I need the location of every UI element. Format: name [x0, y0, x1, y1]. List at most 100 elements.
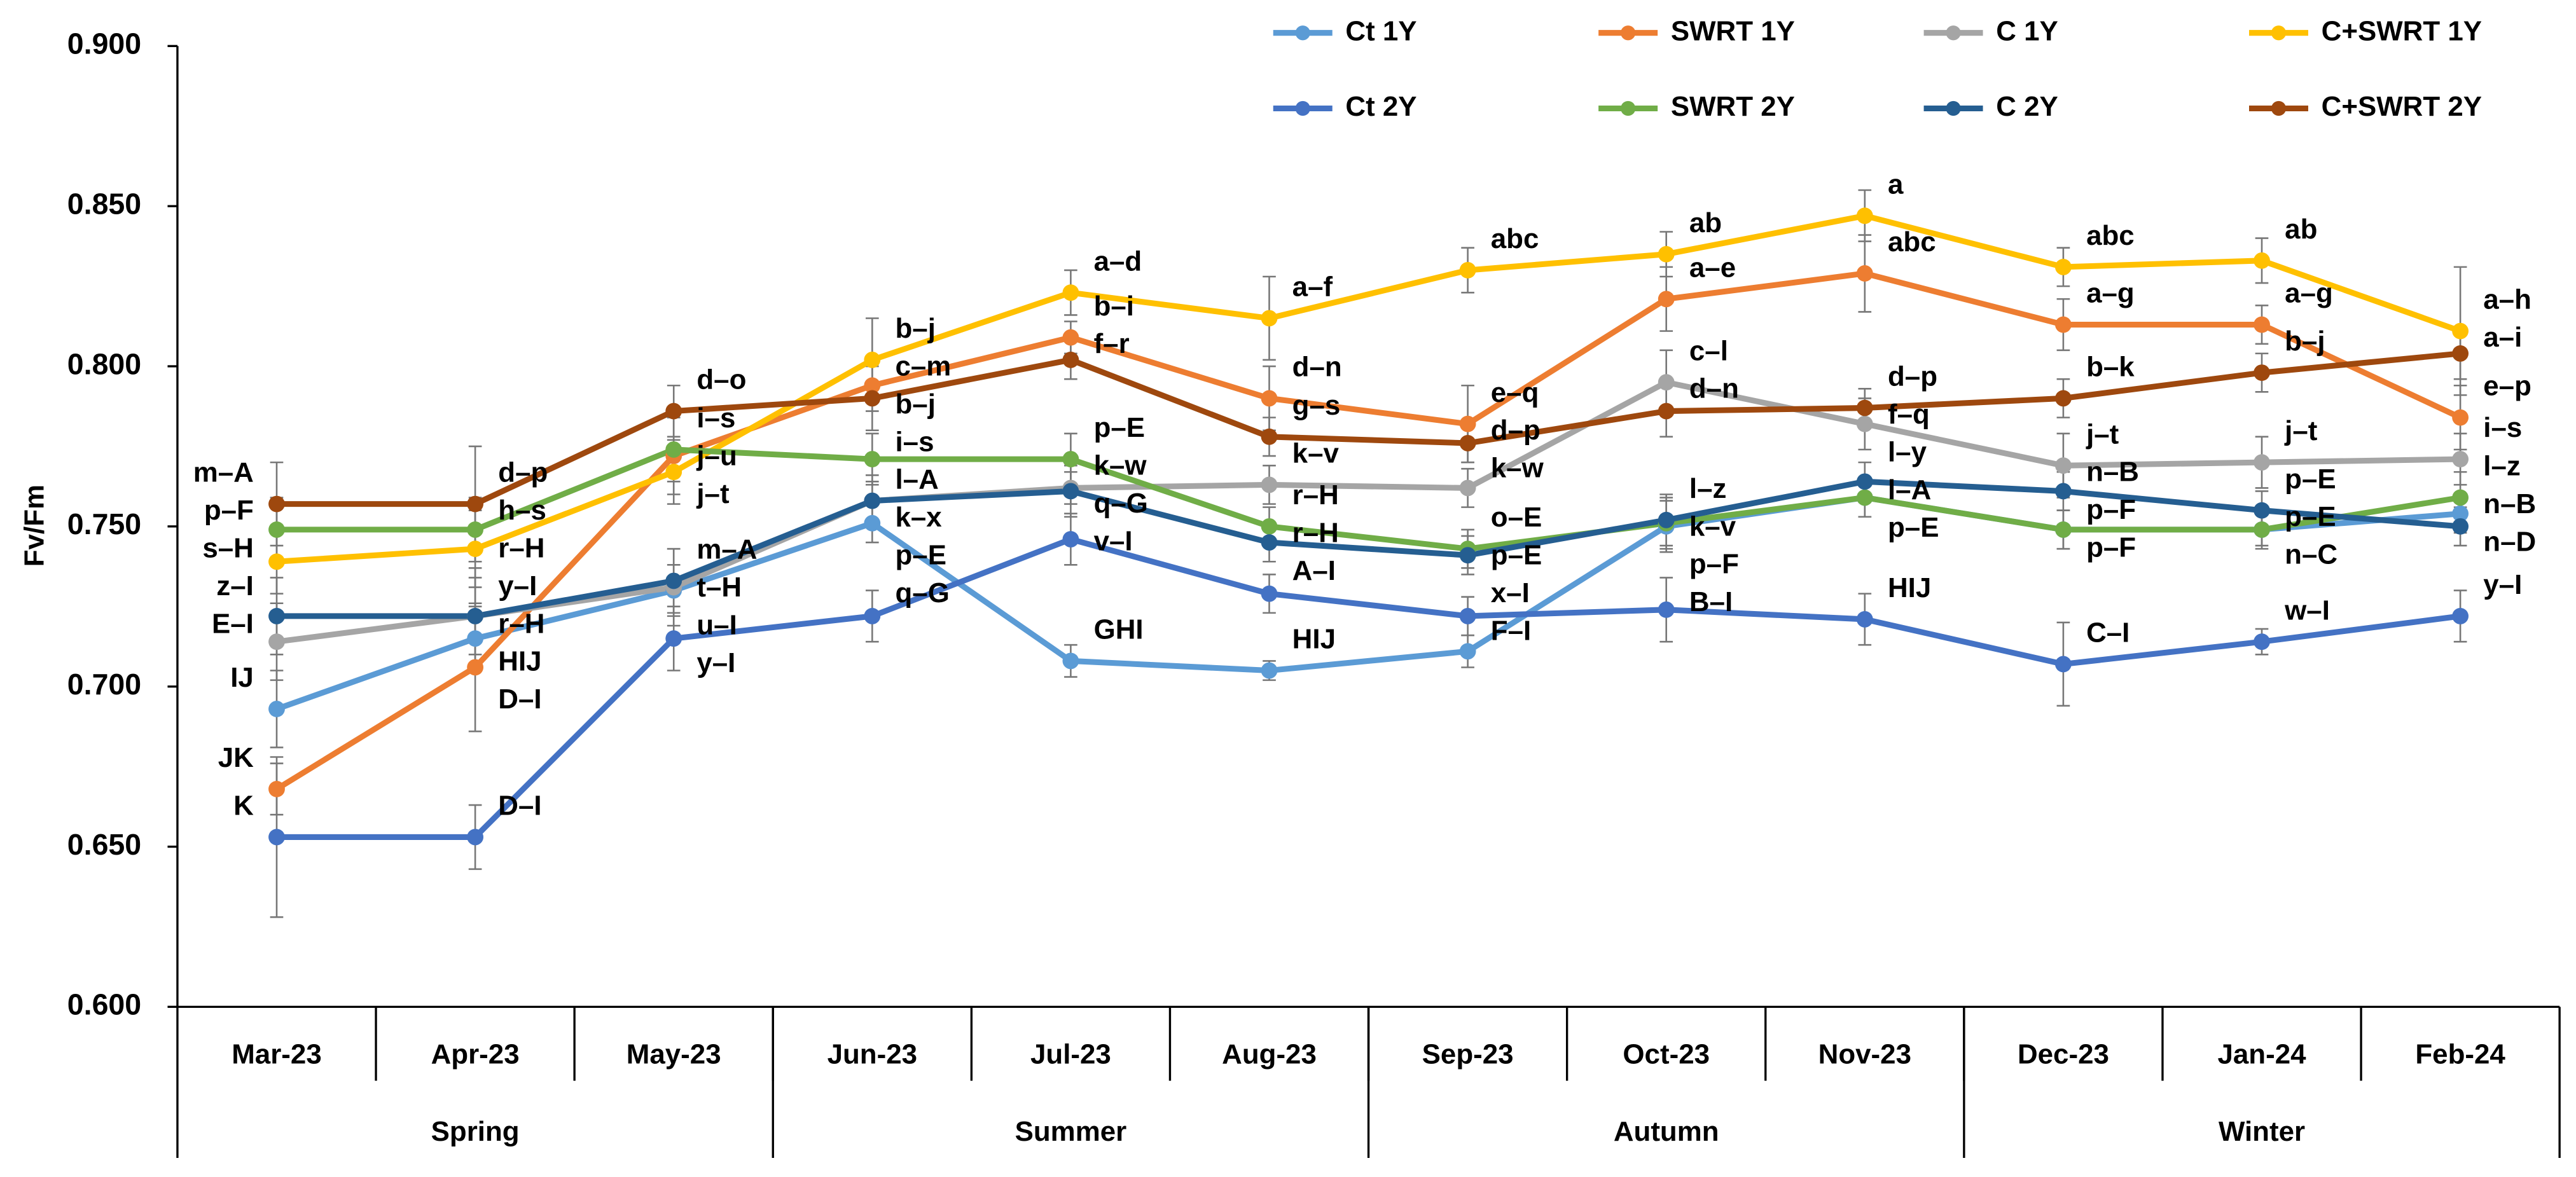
significance-letter: b–j	[895, 313, 935, 344]
significance-letter: b–i	[1094, 291, 1134, 322]
data-point	[665, 441, 682, 458]
significance-letter: l–y	[1888, 436, 1927, 467]
data-point	[2055, 656, 2072, 673]
data-point	[1459, 434, 1476, 451]
x-tick-label: May-23	[627, 1038, 721, 1070]
data-point	[1658, 245, 1675, 263]
data-point	[1261, 534, 1278, 551]
significance-letter: b–j	[895, 389, 935, 420]
data-point	[2055, 390, 2072, 407]
data-point	[2452, 607, 2469, 624]
significance-letter: c–m	[895, 350, 951, 382]
x-tick-label: Jul-23	[1030, 1038, 1111, 1070]
significance-letter: s–H	[202, 533, 254, 564]
data-point	[2254, 502, 2270, 519]
data-point	[1856, 265, 1873, 282]
series-line	[275, 270, 2462, 792]
significance-letter: g–s	[1292, 390, 1341, 421]
significance-letter: p–F	[2086, 494, 2136, 525]
data-point	[1856, 415, 1873, 432]
significance-letter: D–I	[498, 790, 541, 822]
significance-letter: j–u	[696, 440, 737, 471]
legend-label: C+SWRT 1Y	[2322, 15, 2482, 46]
significance-letter: A–I	[1292, 555, 1336, 586]
data-point	[2452, 489, 2469, 506]
significance-letter: p–E	[2285, 501, 2336, 532]
significance-letter: q–G	[895, 577, 949, 609]
significance-letter: r–H	[1292, 517, 1339, 548]
significance-letter: d–p	[1491, 415, 1541, 446]
series-line	[277, 350, 2461, 507]
legend-marker	[1295, 25, 1310, 41]
legend-marker	[2271, 100, 2287, 116]
data-point	[1658, 601, 1675, 618]
data-point	[268, 495, 285, 513]
x-tick-label: Jun-23	[828, 1038, 917, 1070]
significance-letter: B–I	[1689, 586, 1733, 617]
significance-letter: JK	[218, 742, 254, 773]
data-point	[1062, 451, 1079, 468]
significance-letter: E–I	[212, 608, 254, 639]
season-label: Winter	[2219, 1116, 2305, 1147]
significance-letter: a–d	[1094, 245, 1142, 277]
data-point	[268, 553, 285, 570]
season-label: Spring	[431, 1116, 520, 1147]
data-point	[467, 659, 484, 676]
data-point	[467, 495, 484, 513]
data-point	[467, 829, 484, 846]
significance-letter: y–I	[696, 647, 735, 678]
significance-letter: F–I	[1491, 615, 1531, 646]
significance-letter: o–E	[1491, 502, 1542, 533]
data-point	[268, 633, 285, 650]
series-line	[277, 478, 2461, 619]
significance-letter: t–H	[696, 572, 742, 603]
significance-letter: a–g	[2086, 278, 2135, 309]
significance-letter: k–w	[1094, 450, 1147, 481]
series-line	[276, 379, 2461, 645]
significance-letter: abc	[2086, 220, 2135, 251]
significance-letter: d–n	[1292, 352, 1342, 383]
legend-marker	[1621, 25, 1636, 41]
data-point	[2055, 316, 2072, 333]
data-point	[1459, 547, 1476, 564]
significance-letter: ab	[1689, 207, 1722, 238]
data-point	[665, 403, 682, 420]
series-line	[277, 446, 2461, 552]
significance-letter: p–E	[895, 540, 946, 571]
season-label: Autumn	[1614, 1116, 1719, 1147]
y-axis-label: Fv/Fm	[18, 485, 50, 567]
significance-letter: w–I	[2284, 595, 2330, 626]
data-point	[2452, 409, 2469, 426]
data-point	[1856, 399, 1873, 416]
significance-letter: k–w	[1491, 453, 1544, 484]
data-point	[268, 829, 285, 846]
significance-letter: n–C	[2285, 539, 2337, 570]
data-point	[1856, 489, 1873, 506]
significance-letter: r–H	[1292, 479, 1339, 511]
data-point	[1062, 329, 1079, 346]
significance-letter: p–F	[1689, 549, 1739, 580]
y-tick-label: 0.800	[67, 347, 141, 380]
significance-letter: x–I	[1491, 577, 1530, 609]
data-point	[467, 521, 484, 538]
data-point	[1459, 643, 1476, 660]
significance-letter: abc	[1888, 226, 1936, 258]
significance-letter: C–I	[2086, 617, 2129, 649]
data-point	[864, 514, 881, 532]
data-point	[864, 377, 881, 394]
significance-letter: k–v	[1689, 511, 1736, 542]
significance-letter: a–i	[2483, 322, 2522, 353]
legend-label: Ct 1Y	[1345, 15, 1416, 46]
significance-letter: d–n	[1689, 373, 1739, 404]
data-point	[1261, 476, 1278, 493]
legend-label: C 2Y	[1996, 91, 2058, 122]
significance-letter: k–x	[895, 502, 942, 533]
legend-label: SWRT 1Y	[1671, 15, 1795, 46]
data-point	[1658, 403, 1675, 420]
data-point	[2254, 454, 2270, 471]
data-point	[1261, 662, 1278, 679]
data-point	[2452, 518, 2469, 535]
data-point	[467, 630, 484, 647]
x-tick-label: Oct-23	[1623, 1038, 1710, 1070]
legend-marker	[1946, 100, 1961, 116]
